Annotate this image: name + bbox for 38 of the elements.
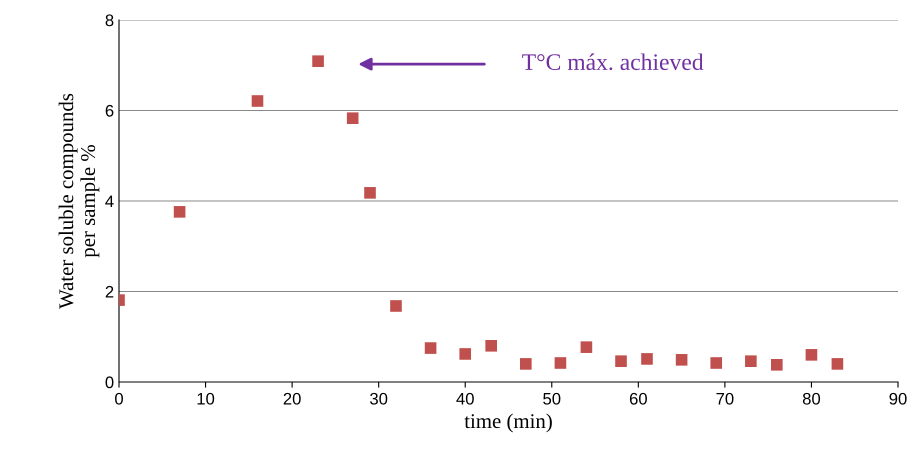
x-tick-label: 30 [370, 392, 388, 405]
x-axis-title: time (min) [464, 414, 552, 432]
x-tick-label: 10 [198, 392, 214, 405]
point [710, 357, 722, 369]
point [676, 354, 688, 366]
y-tick-label: 2 [106, 286, 114, 298]
x-tick-label: 50 [543, 392, 560, 405]
point [771, 358, 783, 371]
point [390, 300, 402, 312]
point [520, 358, 532, 370]
point [745, 355, 757, 367]
point [485, 340, 497, 352]
annotation: T°C máx. achieved [522, 53, 704, 70]
point [580, 341, 592, 353]
point [174, 206, 186, 218]
x-tick-label: 20 [284, 392, 301, 405]
x-tick-label: 0 [115, 392, 123, 405]
x-tick-label: 90 [890, 392, 907, 405]
point [832, 358, 844, 370]
x-tick-label: 80 [802, 392, 820, 405]
x-tick-label: 70 [716, 392, 734, 405]
x-tick-label: 60 [630, 392, 647, 405]
y-tick-label: 8 [106, 14, 114, 26]
point [252, 95, 264, 107]
point [615, 355, 627, 367]
point [346, 112, 359, 124]
point [459, 348, 472, 360]
point [312, 55, 324, 67]
point [424, 342, 436, 354]
x-tick-label: 40 [456, 392, 474, 405]
y-axis-title: Water soluble compounds per sample % [58, 94, 100, 309]
point [806, 349, 818, 361]
point [554, 357, 566, 369]
point [364, 187, 376, 199]
y-tick-label: 6 [106, 104, 114, 117]
point [641, 353, 653, 365]
y-tick-label: 0 [106, 376, 114, 388]
y-tick-label: 4 [105, 196, 114, 208]
